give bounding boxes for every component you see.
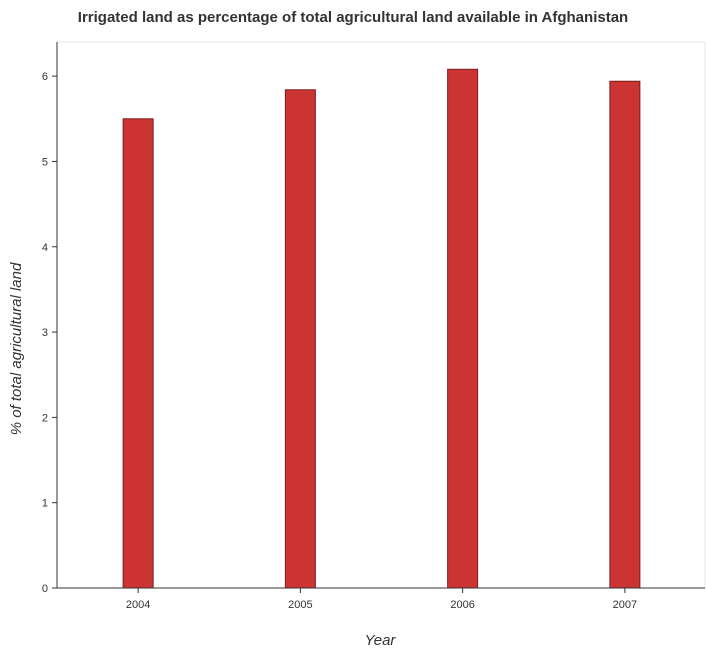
bars: [122, 68, 641, 589]
bar-2007: [609, 80, 641, 589]
x-axis: 2004 2005 2006 2007: [57, 587, 705, 611]
x-tick-label: 2006: [450, 599, 474, 611]
plot-border: [56, 41, 706, 589]
y-axis: 0 1 2 3 4 5 6: [42, 42, 58, 595]
x-tick-label: 2007: [613, 599, 637, 611]
bar-2006: [447, 68, 479, 589]
chart-title: Irrigated land as percentage of total ag…: [77, 9, 629, 26]
bar-2005: [284, 89, 316, 589]
y-axis-title: % of total agricultural land: [8, 262, 25, 435]
y-tick-label: 2: [42, 412, 48, 424]
y-tick-label: 1: [42, 498, 48, 510]
x-tick-label: 2004: [126, 599, 150, 611]
plot-frame: [56, 41, 706, 589]
y-tick-label: 4: [42, 242, 48, 254]
y-tick-label: 3: [42, 327, 48, 339]
x-tick-label: 2005: [288, 599, 312, 611]
y-tick-label: 5: [42, 156, 48, 168]
x-axis-title: Year: [365, 632, 397, 649]
y-tick-label: 6: [42, 71, 48, 83]
y-tick-label: 0: [42, 583, 48, 595]
bar-2004: [122, 118, 154, 589]
